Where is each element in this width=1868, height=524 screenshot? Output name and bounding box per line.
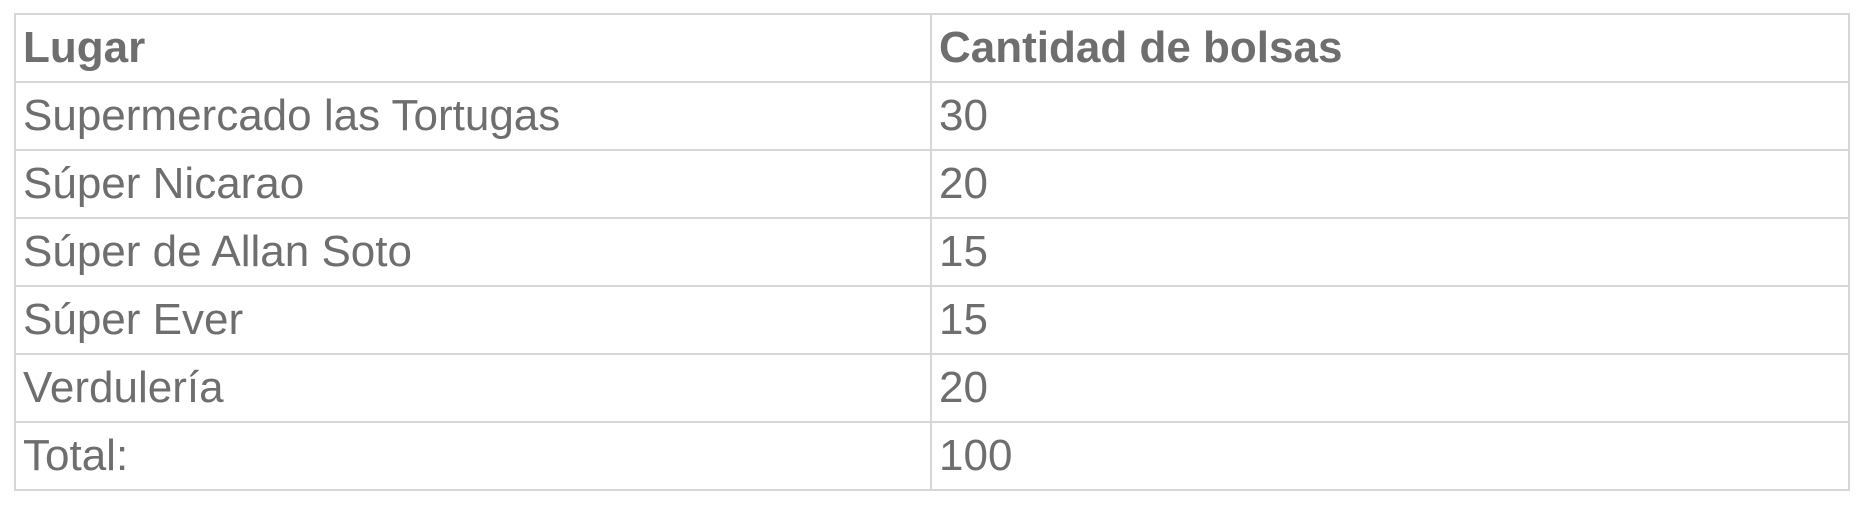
cell-lugar: Súper Nicarao [14,149,932,219]
table-row: Súper Nicarao 20 [14,149,1850,219]
column-header-cantidad: Cantidad de bolsas [930,13,1850,83]
table-header-row: Lugar Cantidad de bolsas [14,13,1850,83]
table-total-row: Total: 100 [14,421,1850,491]
cell-lugar: Supermercado las Tortugas [14,81,932,151]
cell-cantidad: 15 [930,217,1850,287]
column-header-lugar: Lugar [14,13,932,83]
bolsas-table: Lugar Cantidad de bolsas Supermercado la… [14,13,1850,491]
cell-lugar: Súper Ever [14,285,932,355]
cell-cantidad: 20 [930,149,1850,219]
table-row: Supermercado las Tortugas 30 [14,81,1850,151]
cell-cantidad: 30 [930,81,1850,151]
cell-total-value: 100 [930,421,1850,491]
table-row: Súper de Allan Soto 15 [14,217,1850,287]
cell-cantidad: 20 [930,353,1850,423]
cell-cantidad: 15 [930,285,1850,355]
table-row: Verdulería 20 [14,353,1850,423]
cell-lugar: Verdulería [14,353,932,423]
table-row: Súper Ever 15 [14,285,1850,355]
table-header: Lugar Cantidad de bolsas [14,13,1850,83]
cell-lugar: Súper de Allan Soto [14,217,932,287]
cell-total-label: Total: [14,421,932,491]
table-body: Supermercado las Tortugas 30 Súper Nicar… [14,81,1850,491]
table-container: Lugar Cantidad de bolsas Supermercado la… [14,13,1850,491]
